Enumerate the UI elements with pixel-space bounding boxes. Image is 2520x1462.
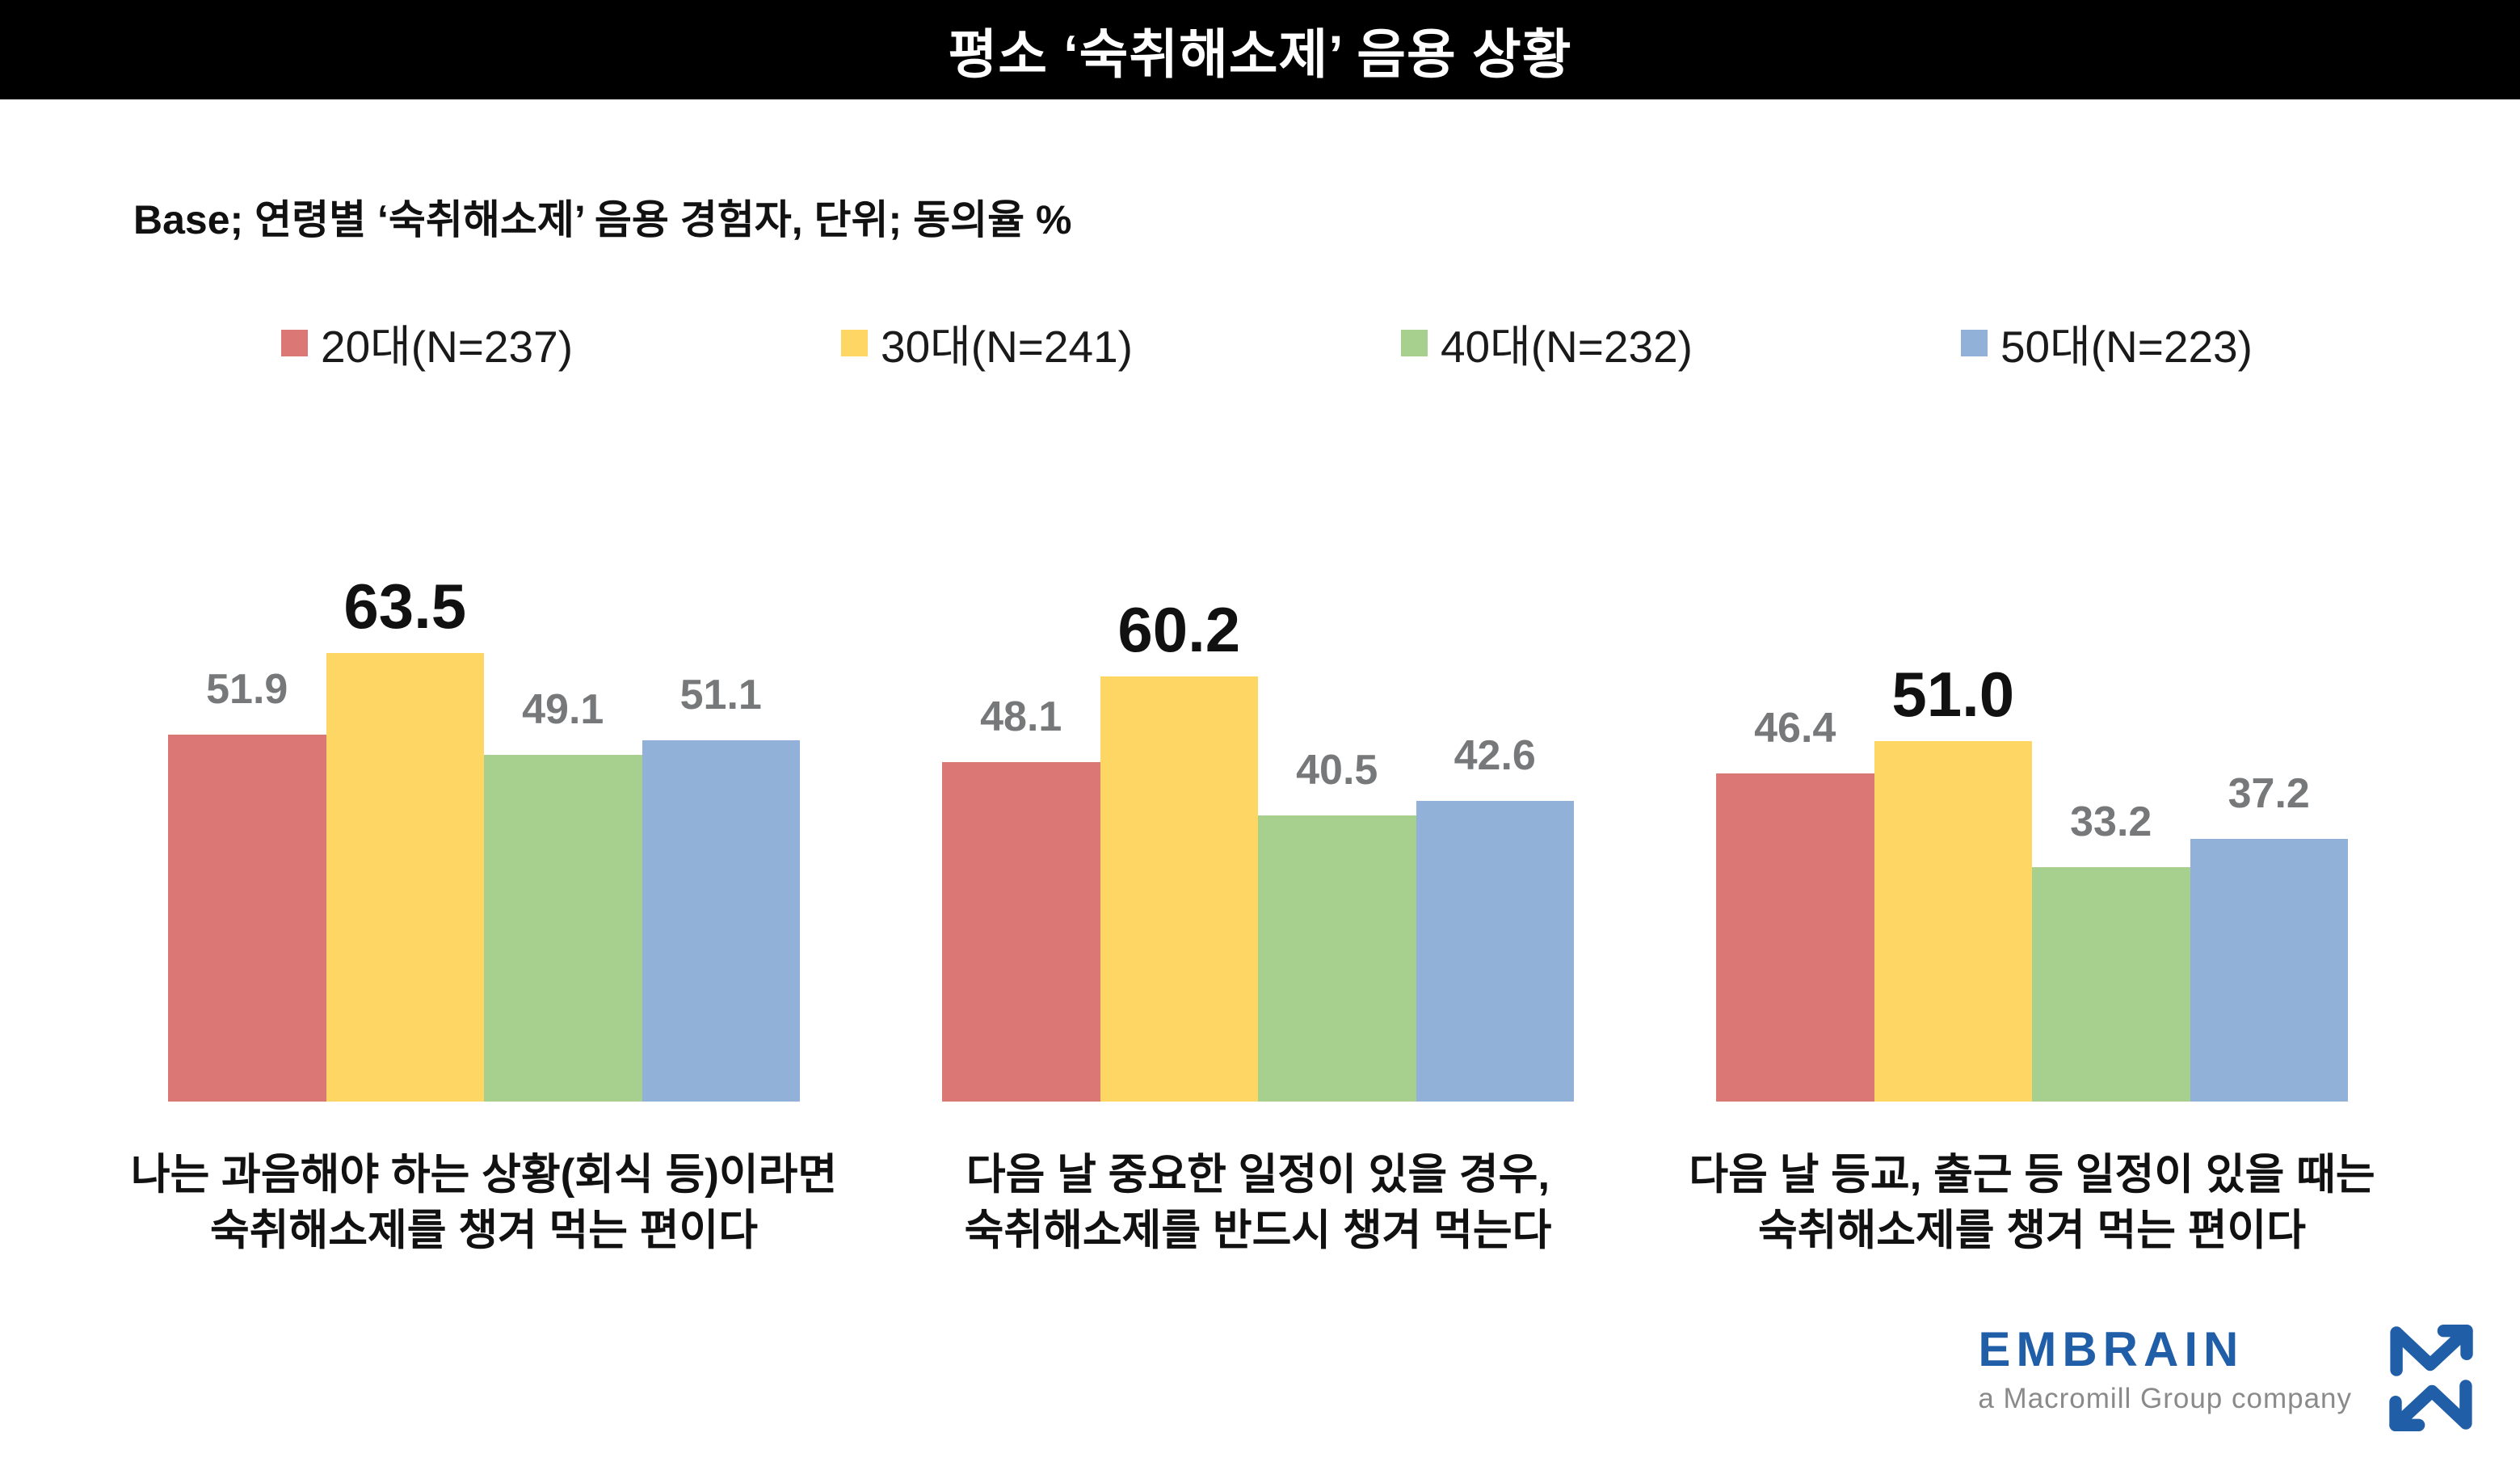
- logo-wordmark: EMBRAIN: [1978, 1322, 2244, 1376]
- caption-line: 다음 날 중요한 일정이 있을 경우,: [966, 1151, 1550, 1199]
- bar-value-label: 48.1: [980, 693, 1062, 740]
- bar-rect: [642, 740, 800, 1102]
- legend: 20대(N=237) 30대(N=241) 40대(N=232) 50대(N=223): [281, 317, 2253, 372]
- caption-line: 나는 과음해야 하는 상황(회식 등)이라면: [130, 1151, 838, 1199]
- bar-value-label: 63.5: [343, 571, 467, 642]
- bar-value-label: 60.2: [1117, 594, 1241, 665]
- bar-rect: [1100, 676, 1258, 1102]
- bar-value-label: 40.5: [1296, 747, 1378, 794]
- bar-group-20대(N=237): 46.4: [1716, 564, 1874, 1102]
- bar-rect: [942, 762, 1100, 1102]
- bar-group-50대(N=223): 37.2: [2190, 564, 2348, 1102]
- base-note: Base; 연령별 ‘숙취해소제’ 음용 경험자, 단위; 동의율 %: [133, 197, 1072, 242]
- bar-value-label: 51.1: [679, 672, 762, 718]
- chart-2: 48.1 60.2 40.5 42.6 다음 날 중요한 일정이 있을 경우, 숙취해소제…: [942, 564, 1574, 1254]
- legend-label: 50대(N=223): [2000, 322, 2253, 372]
- bar-group-40대(N=232): 40.5: [1258, 564, 1416, 1102]
- embrain-logo: EMBRAIN a Macromill Group company: [1978, 1325, 2476, 1431]
- chart-2-plot: 48.1 60.2 40.5 42.6: [942, 564, 1574, 1102]
- page-title: 평소 ‘숙취해소제’ 음용 상황: [948, 23, 1572, 84]
- legend-swatch-icon: [1400, 329, 1428, 356]
- bar-group-30대(N=241): 63.5: [326, 564, 484, 1102]
- caption-line: 숙취해소제를 반드시 챙겨 먹는다: [964, 1207, 1552, 1254]
- caption-line: 숙취해소제를 챙겨 먹는 편이다: [209, 1207, 759, 1254]
- legend-item-3: 40대(N=232): [1400, 310, 1693, 375]
- legend-label: 40대(N=232): [1440, 322, 1693, 372]
- bar-group-30대(N=241): 60.2: [1100, 564, 1258, 1102]
- bar-rect: [1258, 815, 1416, 1102]
- bar-rect: [2190, 839, 2348, 1102]
- legend-swatch-icon: [1960, 329, 1988, 356]
- chart-3-plot: 46.4 51.0 33.2 37.2: [1716, 564, 2348, 1102]
- logo-text-block: EMBRAIN a Macromill Group company: [1978, 1325, 2352, 1415]
- bar-rect: [2032, 867, 2190, 1102]
- logo-tagline: a Macromill Group company: [1978, 1383, 2352, 1414]
- legend-item-1: 20대(N=237): [281, 310, 573, 375]
- bar-value-label: 46.4: [1754, 705, 1836, 752]
- legend-label: 30대(N=241): [880, 322, 1133, 372]
- chart-1-plot: 51.9 63.5 49.1 51.1: [168, 564, 800, 1102]
- legend-label: 20대(N=237): [321, 322, 574, 372]
- bar-value-label: 42.6: [1454, 732, 1536, 779]
- bar-group-40대(N=232): 49.1: [484, 564, 642, 1102]
- bar-rect: [484, 755, 642, 1102]
- bar-group-30대(N=241): 51.0: [1874, 564, 2032, 1102]
- bar-rect: [168, 735, 326, 1102]
- bar-rect: [1874, 741, 2032, 1102]
- bar-value-label: 51.9: [206, 666, 288, 713]
- bar-group-50대(N=223): 42.6: [1416, 564, 1574, 1102]
- bar-group-40대(N=232): 33.2: [2032, 564, 2190, 1102]
- bar-group-50대(N=223): 51.1: [642, 564, 800, 1102]
- title-banner: 평소 ‘숙취해소제’ 음용 상황: [0, 0, 2520, 99]
- bar-rect: [326, 653, 484, 1102]
- caption-line: 숙취해소제를 챙겨 먹는 편이다: [1757, 1207, 2307, 1254]
- chart-2-caption: 다음 날 중요한 일정이 있을 경우, 숙취해소제를 반드시 챙겨 먹는다: [886, 1147, 1630, 1258]
- legend-swatch-icon: [281, 329, 308, 356]
- legend-item-2: 30대(N=241): [840, 310, 1133, 375]
- caption-line: 다음 날 등교, 출근 등 일정이 있을 때는: [1689, 1151, 2375, 1199]
- bar-value-label: 33.2: [2070, 798, 2152, 845]
- bar-value-label: 51.0: [1891, 659, 2015, 730]
- bar-group-20대(N=237): 48.1: [942, 564, 1100, 1102]
- bar-group-20대(N=237): 51.9: [168, 564, 326, 1102]
- legend-item-4: 50대(N=223): [1960, 310, 2253, 375]
- bar-value-label: 37.2: [2228, 770, 2310, 817]
- bar-rect: [1716, 773, 1874, 1102]
- macromill-logo-icon: [2389, 1325, 2473, 1431]
- legend-swatch-icon: [840, 329, 868, 356]
- bar-rect: [1416, 801, 1574, 1102]
- bar-value-label: 49.1: [522, 686, 604, 733]
